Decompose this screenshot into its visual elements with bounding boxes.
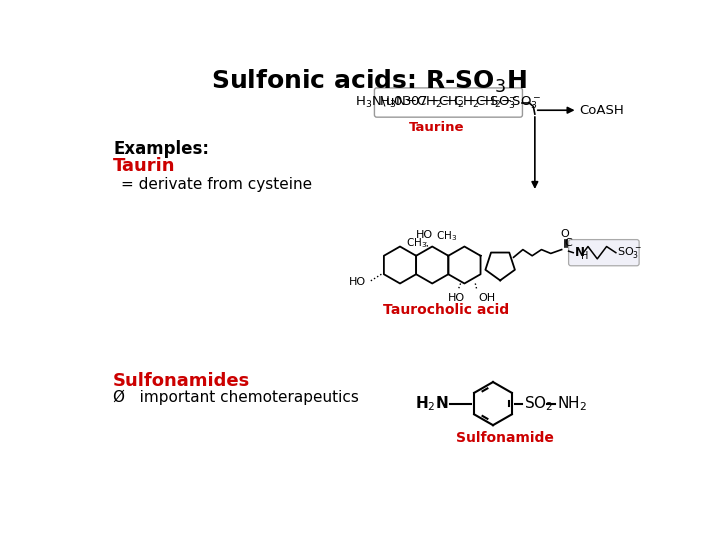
Text: Sulfonamides: Sulfonamides [113,372,251,389]
Text: Taurocholic acid: Taurocholic acid [384,302,510,316]
Text: CH$_3$: CH$_3$ [405,237,427,251]
Text: HO: HO [348,277,366,287]
FancyBboxPatch shape [374,88,523,117]
Text: SO$_2$: SO$_2$ [524,394,554,413]
Text: C: C [564,238,572,248]
Text: HO: HO [416,231,433,240]
Text: H$_3$N\u0307$-$CH$_2$$-$CH$_2$$-$SO$_3^-$: H$_3$N\u0307$-$CH$_2$$-$CH$_2$$-$SO$_3^-… [355,94,541,111]
Text: O: O [560,229,569,239]
Text: SO$_3^-$: SO$_3^-$ [618,245,642,260]
FancyBboxPatch shape [569,240,639,266]
Text: CH$_3$: CH$_3$ [436,229,457,242]
Text: H: H [581,251,588,261]
Text: H$_2$N: H$_2$N [415,394,448,413]
Text: Sulfonamide: Sulfonamide [456,431,554,446]
Text: HO: HO [448,293,465,303]
Text: CoASH: CoASH [579,104,624,117]
Text: OH: OH [478,293,495,303]
Text: = derivate from cysteine: = derivate from cysteine [121,177,312,192]
Text: Ø   important chemoterapeutics: Ø important chemoterapeutics [113,390,359,405]
Text: Taurin: Taurin [113,158,176,176]
Text: NH$_2$: NH$_2$ [557,394,587,413]
Text: H$_3$N$-$CH$_2$$-$CH$_2$$-$SO$_3^{-}$: H$_3$N$-$CH$_2$$-$CH$_2$$-$SO$_3^{-}$ [379,94,518,111]
Text: Sulfonic acids: R-SO$_3$H: Sulfonic acids: R-SO$_3$H [211,68,527,96]
Text: N: N [575,246,585,259]
Text: Taurine: Taurine [409,121,464,134]
Text: Examples:: Examples: [113,140,210,159]
